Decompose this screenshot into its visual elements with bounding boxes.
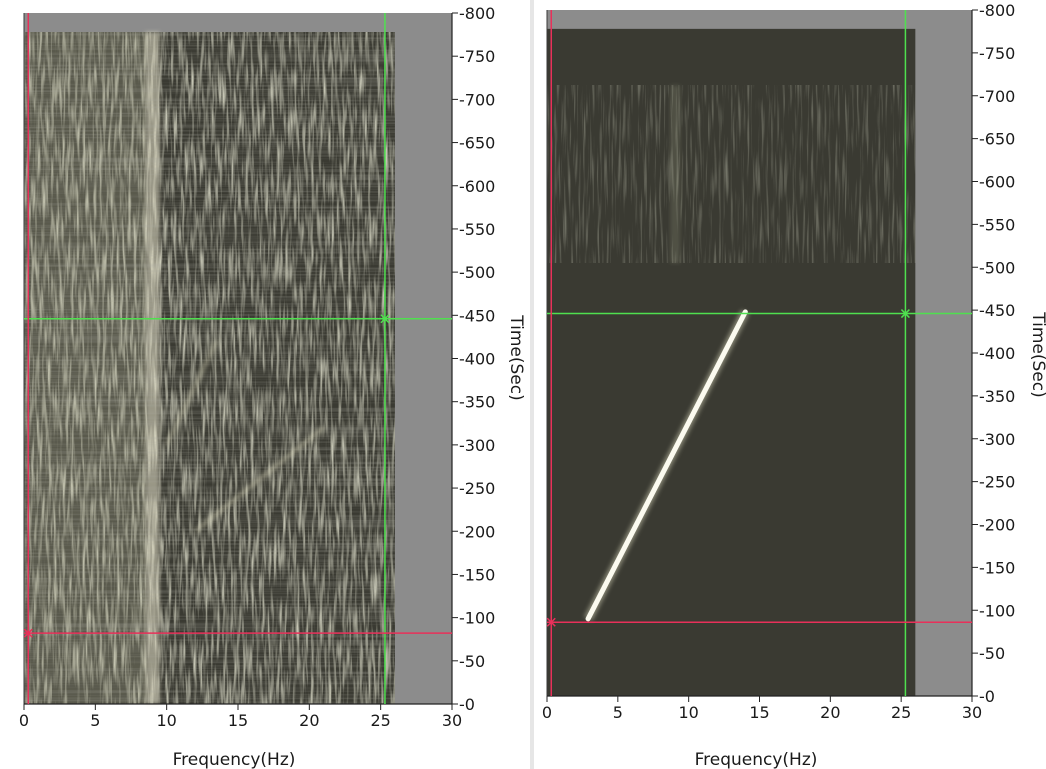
y-tick-label: -600	[979, 173, 1015, 192]
y-axis-title: Time(Sec)	[506, 314, 526, 400]
spectrogram-image	[547, 28, 916, 697]
y-tick-label: -650	[459, 134, 495, 153]
panel-divider	[530, 0, 534, 769]
cursors[interactable]	[23, 13, 452, 704]
x-tick-label: 0	[19, 711, 29, 730]
noise-band	[547, 85, 916, 263]
y-ticks: -0 -50 -100 -150 -200 -250 -300 -350 -400 -450 -50…	[452, 4, 495, 714]
cursors[interactable]	[546, 10, 972, 696]
x-ticks: 0 5 10 15 20 25 30	[542, 696, 982, 722]
x-ticks: 0 5 10 15 20 25 30	[19, 704, 462, 730]
spectrogram-image	[24, 32, 395, 704]
red-cursor-marker[interactable]	[546, 617, 556, 627]
y-tick-label: -750	[979, 44, 1015, 63]
x-tick-label: 30	[962, 703, 982, 722]
y-tick-label: -0	[979, 687, 995, 706]
y-tick-label: -200	[459, 522, 495, 541]
x-tick-label: 10	[678, 703, 698, 722]
x-tick-label: 15	[228, 711, 248, 730]
y-tick-label: -550	[979, 215, 1015, 234]
x-tick-label: 5	[613, 703, 623, 722]
x-tick-label: 10	[156, 711, 176, 730]
chirp-trace	[164, 340, 219, 446]
green-cursor-marker[interactable]	[900, 309, 910, 319]
chirp-trace	[193, 426, 325, 533]
y-tick-label: -400	[979, 344, 1015, 363]
x-tick-label: 20	[820, 703, 840, 722]
time-streaks	[24, 32, 395, 704]
y-tick-label: -100	[979, 601, 1015, 620]
y-tick-label: -0	[459, 695, 475, 714]
y-tick-label: -350	[459, 393, 495, 412]
chirp-line	[585, 309, 748, 622]
y-tick-label: -250	[979, 473, 1015, 492]
spectrogram-right: 0 5 10 15 20 25 30 -0 -50 -100 -150 -200 -250 -300 -3…	[542, 1, 1046, 769]
y-tick-label: -500	[979, 258, 1015, 277]
green-cursor-marker[interactable]	[380, 314, 390, 324]
x-tick-label: 15	[749, 703, 769, 722]
y-tick-label: -800	[459, 4, 495, 23]
x-axis-title: Frequency(Hz)	[695, 750, 818, 769]
y-tick-label: -350	[979, 387, 1015, 406]
red-cursor-marker[interactable]	[23, 628, 33, 638]
y-tick-label: -300	[979, 430, 1015, 449]
noise-band-line	[670, 85, 681, 263]
y-tick-label: -600	[459, 177, 495, 196]
y-tick-label: -450	[979, 301, 1015, 320]
y-axis-title: Time(Sec)	[1028, 311, 1046, 397]
y-tick-label: -100	[459, 609, 495, 628]
y-tick-label: -150	[979, 558, 1015, 577]
y-tick-label: -550	[459, 220, 495, 239]
x-axis-title: Frequency(Hz)	[173, 750, 296, 769]
y-tick-label: -300	[459, 436, 495, 455]
y-tick-label: -700	[979, 87, 1015, 106]
x-tick-label: 0	[542, 703, 552, 722]
y-tick-label: -400	[459, 350, 495, 369]
x-tick-label: 25	[370, 711, 390, 730]
y-tick-label: -250	[459, 479, 495, 498]
y-tick-label: -450	[459, 306, 495, 325]
x-tick-label: 5	[90, 711, 100, 730]
y-tick-label: -500	[459, 263, 495, 282]
y-tick-label: -200	[979, 516, 1015, 535]
y-tick-label: -50	[979, 644, 1005, 663]
x-tick-label: 25	[891, 703, 911, 722]
y-tick-label: -150	[459, 565, 495, 584]
y-tick-label: -700	[459, 90, 495, 109]
spectrogram-left: 0 5 10 15 20 25 30 -0 -50 -100 -150 -200 -250 -300 -3…	[19, 4, 526, 769]
y-tick-label: -750	[459, 47, 495, 66]
x-tick-label: 20	[299, 711, 319, 730]
y-tick-label: -650	[979, 130, 1015, 149]
y-ticks: -0 -50 -100 -150 -200 -250 -300 -350 -400 -450 -50…	[972, 1, 1015, 706]
y-tick-label: -50	[459, 652, 485, 671]
y-tick-label: -800	[979, 1, 1015, 20]
x-tick-label: 30	[442, 711, 462, 730]
